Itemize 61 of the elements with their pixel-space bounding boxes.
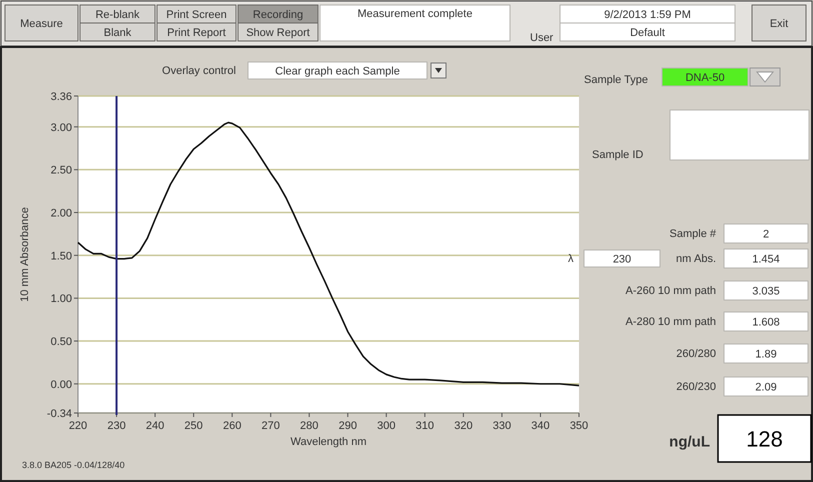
text: DNA-50	[685, 72, 725, 84]
text: 230	[612, 253, 632, 266]
text: 128	[746, 426, 783, 452]
text: 2.09	[755, 381, 777, 394]
text: nm	[676, 252, 692, 265]
text: Measurement complete	[358, 8, 472, 20]
x-tick-label: 300	[377, 420, 396, 432]
x-axis-title: Wavelength nm	[290, 436, 367, 448]
y-tick-label: 1.50	[50, 250, 72, 262]
text: 260/280	[676, 348, 716, 360]
x-tick-label: 270	[262, 420, 280, 432]
text: User	[530, 32, 554, 44]
y-tick-label: 1.00	[50, 293, 72, 306]
y-tick-label: 3.36	[50, 91, 72, 103]
x-tick-label: 350	[570, 420, 588, 432]
annotation: λ	[568, 252, 574, 265]
text: A-280 10 mm path	[626, 316, 716, 328]
text: 1.89	[755, 348, 777, 360]
text: Abs.	[694, 252, 716, 265]
x-tick-label: 320	[454, 420, 473, 432]
y-tick-label: 2.00	[50, 208, 72, 220]
text: Re-blank	[95, 8, 140, 21]
y-tick-label: 3.00	[50, 122, 72, 134]
y-tick-label: -0.34	[46, 408, 72, 420]
x-tick-label: 250	[184, 420, 203, 432]
x-tick-label: 330	[492, 420, 512, 432]
text: 260/230	[676, 380, 716, 393]
text: Blank	[104, 26, 132, 39]
text: Print Screen	[166, 8, 227, 21]
text: 9/2/2013 1:59 PM	[604, 8, 691, 21]
text: Show Report	[246, 26, 310, 39]
x-tick-label: 220	[68, 420, 88, 432]
text: Measure	[20, 18, 63, 30]
x-tick-label: 280	[300, 420, 318, 432]
y-tick-label: 0.50	[50, 336, 72, 348]
text: Recording	[252, 8, 304, 21]
text: A-260 10 mm path	[626, 284, 716, 297]
text: Overlay control	[162, 64, 236, 77]
y-axis-title: 10 mm Absorbance	[19, 207, 31, 302]
text: ng/uL	[669, 433, 710, 450]
text: Sample ID	[592, 148, 644, 161]
line-series	[77, 122, 580, 386]
x-tick-label: 230	[107, 420, 126, 432]
text: 3.8.0 BA205 -0.04/128/40	[22, 460, 125, 470]
y-tick-label: 0.00	[50, 378, 72, 391]
x-tick-label: 310	[416, 420, 434, 432]
x-tick-label: 340	[531, 420, 550, 432]
text: 2	[762, 228, 770, 240]
text: Exit	[770, 18, 788, 30]
text: 1.454	[752, 253, 780, 266]
text: Sample Type	[584, 74, 648, 86]
text: 3.035	[752, 285, 780, 298]
text: Default	[630, 26, 665, 39]
x-tick-label: 290	[338, 420, 357, 432]
y-tick-label: 2.50	[50, 164, 72, 177]
text: Print Report	[167, 26, 226, 39]
x-tick-label: 240	[146, 420, 164, 432]
x-tick-label: 260	[222, 420, 242, 432]
text: Clear graph each Sample	[275, 65, 400, 78]
text: Sample #	[670, 228, 717, 240]
text: 1.608	[752, 316, 780, 328]
